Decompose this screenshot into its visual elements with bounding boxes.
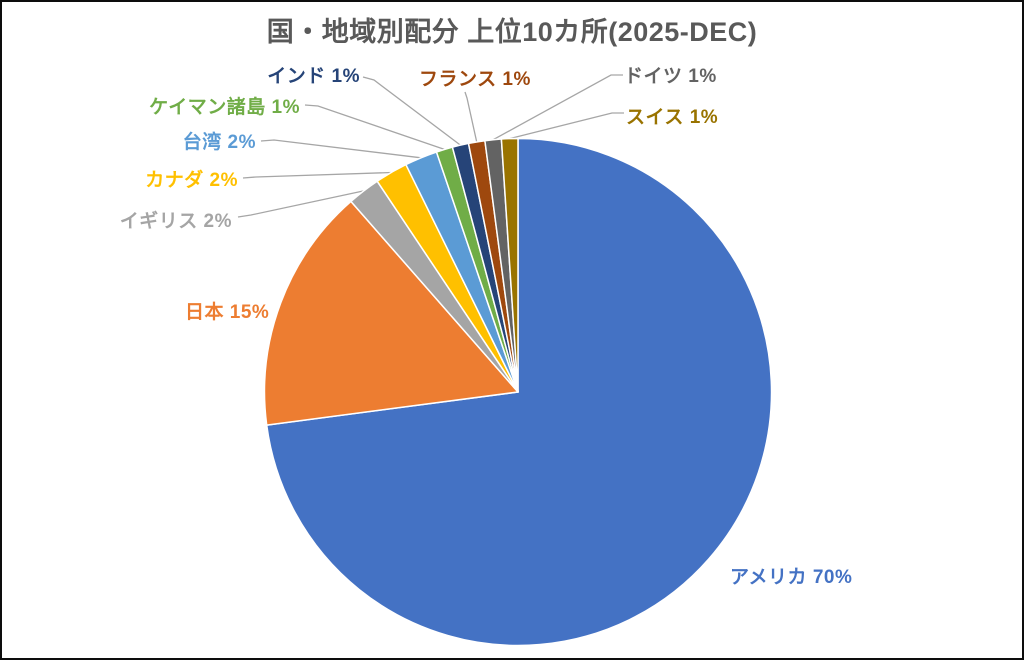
pie-slice-japan (263, 200, 519, 426)
leader-line-cayman (304, 104, 445, 151)
leader-line-france (464, 91, 478, 143)
pie-slice-switzerland (500, 137, 519, 393)
leader-line-india (362, 76, 461, 146)
leader-lines (237, 74, 624, 218)
label-germany: ドイツ 1% (624, 66, 717, 87)
label-usa: アメリカ 70% (730, 567, 853, 588)
label-switzerland: スイス 1% (626, 107, 719, 128)
leader-line-canada (242, 171, 392, 179)
chart-title: 国・地域別配分 上位10カ所(2025-DEC) (266, 17, 758, 47)
label-taiwan: 台湾 2% (182, 132, 256, 153)
label-uk: イギリス 2% (119, 211, 232, 232)
leader-line-uk (237, 190, 364, 218)
pie-slice-usa (265, 137, 773, 647)
label-cayman: ケイマン諸島 1% (149, 97, 300, 118)
label-canada: カナダ 2% (145, 170, 238, 191)
pie-slices (263, 137, 773, 647)
leader-line-switzerland (509, 112, 624, 140)
label-japan: 日本 15% (185, 302, 270, 323)
label-india: インド 1% (267, 66, 360, 87)
label-france: フランス 1% (419, 69, 531, 90)
leader-line-taiwan (260, 139, 422, 159)
leader-line-germany (492, 74, 623, 141)
